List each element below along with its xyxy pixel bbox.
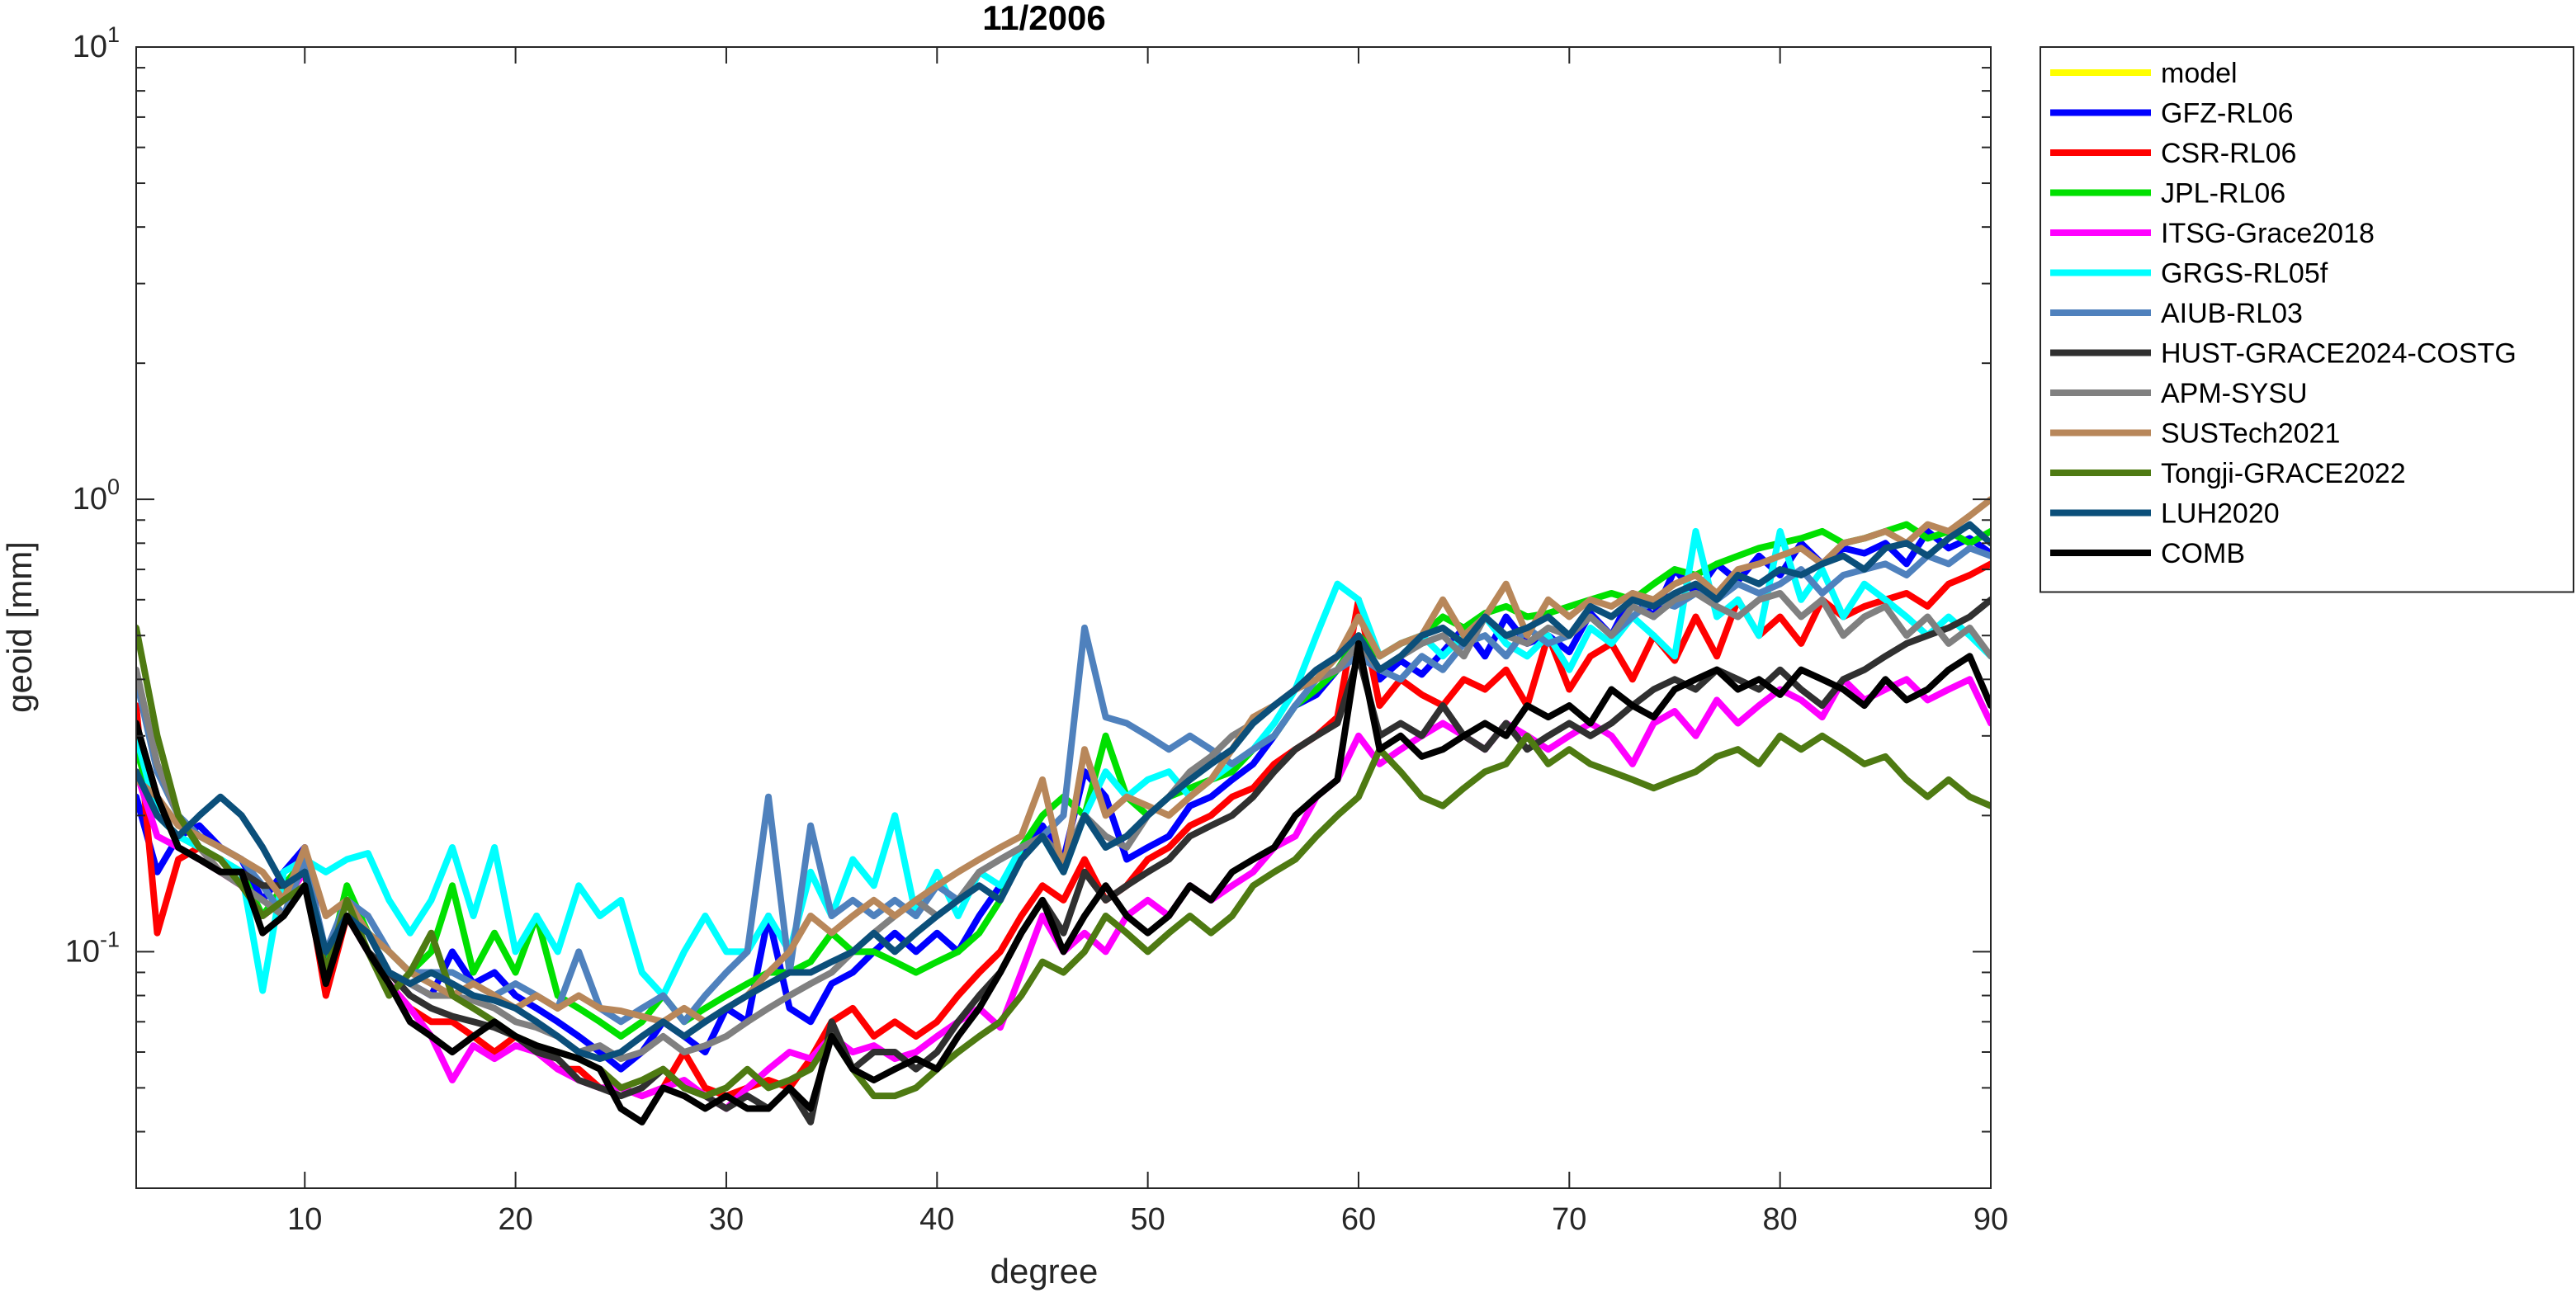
x-tick-label: 50 <box>1130 1202 1165 1237</box>
legend-label: JPL-RL06 <box>2161 178 2285 210</box>
legend-label: APM-SYSU <box>2161 378 2308 409</box>
legend-label: COMB <box>2161 538 2245 569</box>
y-axis: 10-1 100 101 <box>65 22 1991 1133</box>
y-axis-title: geoid [mm] <box>0 541 39 713</box>
legend-label: Tongji-GRACE2022 <box>2161 458 2406 489</box>
x-tick-label: 70 <box>1552 1202 1586 1237</box>
y-tick-label: 10-1 <box>65 927 120 969</box>
x-tick-label: 10 <box>287 1202 322 1237</box>
legend-label: GRGS-RL05f <box>2161 258 2328 290</box>
x-tick-label: 40 <box>919 1202 954 1237</box>
x-tick-label: 20 <box>498 1202 532 1237</box>
x-tick-label: 90 <box>1973 1202 2008 1237</box>
chart-title: 11/2006 <box>982 0 1106 37</box>
y-tick-label: 100 <box>73 474 120 517</box>
x-axis-title: degree <box>990 1252 1099 1291</box>
legend-label: ITSG-Grace2018 <box>2161 218 2375 249</box>
legend-label: LUH2020 <box>2161 498 2280 530</box>
x-tick-label: 60 <box>1341 1202 1376 1237</box>
series-line-csr-rl06 <box>136 560 1991 1100</box>
y-tick-label: 101 <box>73 22 120 64</box>
legend: model GFZ-RL06 CSR-RL06 JPL-RL06 ITSG-Grace2… <box>2040 46 2574 593</box>
x-tick-label: 80 <box>1763 1202 1798 1237</box>
legend-label: SUSTech2021 <box>2161 418 2340 450</box>
series-line-tongji-grace2022 <box>136 624 1991 1100</box>
legend-box <box>2040 46 2574 593</box>
legend-label: HUST-GRACE2024-COSTG <box>2161 338 2517 370</box>
legend-label: CSR-RL06 <box>2161 138 2296 169</box>
series-line-comb <box>136 639 1991 1125</box>
x-tick-label: 30 <box>709 1202 744 1237</box>
legend-label: AIUB-RL03 <box>2161 298 2303 329</box>
x-axis: 10 20 30 40 50 60 70 80 90 <box>287 47 2008 1237</box>
legend-label: model <box>2161 58 2238 89</box>
legend-label: GFZ-RL06 <box>2161 98 2294 130</box>
axes-box <box>135 46 1992 1189</box>
plot-area <box>136 496 1991 1125</box>
series-line-luh2020 <box>136 521 1991 1063</box>
